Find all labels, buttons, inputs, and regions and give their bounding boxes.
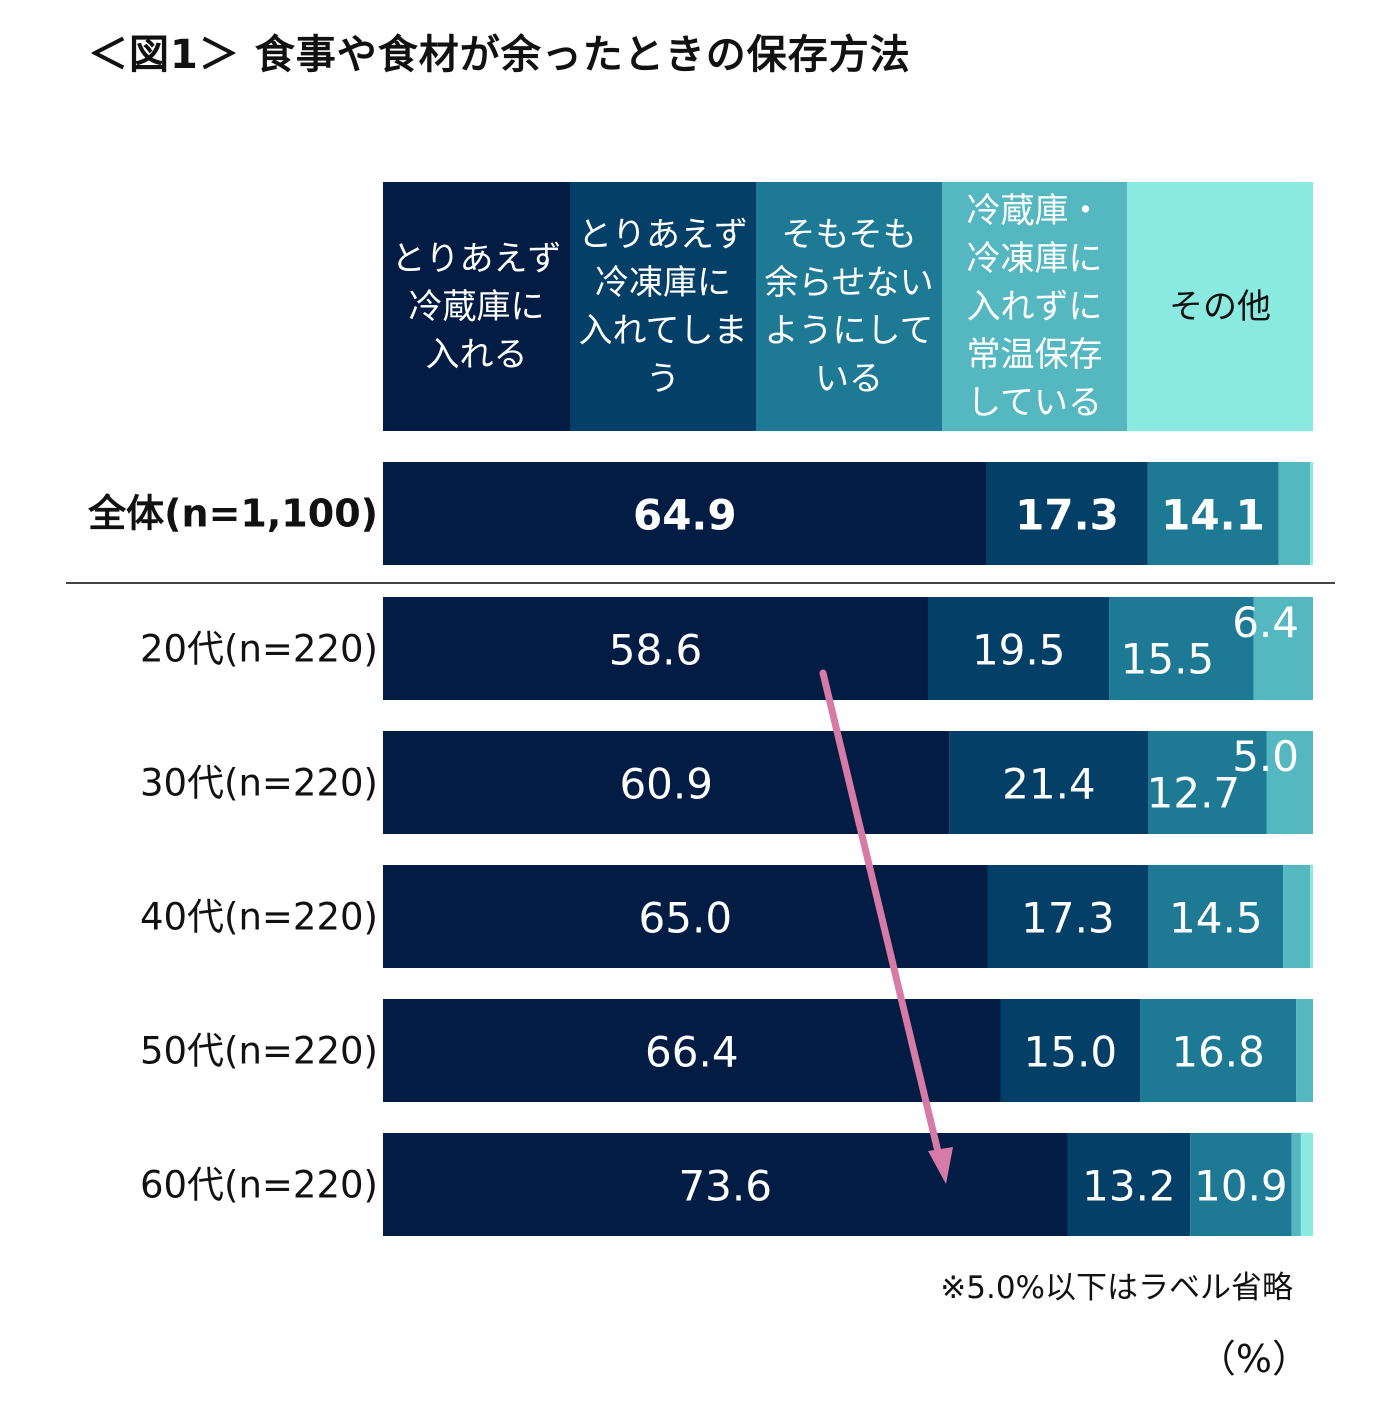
category-label-6: 60代(n=220): [140, 1164, 378, 1207]
bar-segment-4-4: [1283, 865, 1311, 968]
bar-segment-2-3: [1109, 597, 1254, 700]
trend-arrow-shaft: [819, 669, 944, 1164]
bar-segment-4-3: [1148, 865, 1284, 968]
bar-segment-4-2: [987, 865, 1149, 968]
bar-segment-4-5: [1310, 865, 1313, 968]
bar-segment-3-4: [1266, 731, 1313, 834]
bar-segment-6-4: [1291, 1133, 1301, 1236]
category-label-3: 30代(n=220): [140, 762, 378, 805]
legend-item-5: その他: [1127, 182, 1313, 431]
bar-segment-1-4: [1278, 462, 1311, 565]
data-label-1-3: 14.1: [1161, 491, 1265, 540]
bar-segment-3-3: [1148, 731, 1267, 834]
data-label-2-2: 19.5: [972, 626, 1066, 675]
bar-segment-2-2: [927, 597, 1110, 700]
data-label-2-3: 15.5: [1121, 635, 1215, 684]
bar-segment-5-4: [1296, 999, 1313, 1102]
data-label-5-2: 15.0: [1024, 1028, 1118, 1077]
category-label-1: 全体(n=1,100): [87, 492, 378, 536]
data-label-6-1: 73.6: [678, 1162, 772, 1211]
trend-arrow-head: [928, 1147, 953, 1184]
legend-item-1: とりあえず 冷蔵庫に 入れる: [383, 182, 570, 431]
category-label-2: 20代(n=220): [140, 628, 378, 671]
bar-segment-6-5: [1300, 1133, 1313, 1236]
data-label-2-1: 58.6: [609, 626, 703, 675]
bar-segment-6-3: [1190, 1133, 1292, 1236]
bar-segment-1-5: [1310, 462, 1313, 565]
chart-title: ＜図1＞ 食事や食材が余ったときの保存方法: [88, 32, 911, 78]
data-label-4-1: 65.0: [639, 894, 733, 943]
data-label-2-4: 6.4: [1232, 598, 1299, 647]
bar-segment-5-2: [1000, 999, 1141, 1102]
unit-label: （%）: [1197, 1337, 1310, 1381]
data-label-1-1: 64.9: [633, 491, 737, 540]
legend-item-2: とりあえず 冷凍庫に 入れてしま う: [570, 182, 756, 431]
bar-segment-1-3: [1147, 462, 1279, 565]
data-label-1-2: 17.3: [1015, 491, 1119, 540]
bar-segment-2-1: [383, 597, 928, 700]
data-label-3-4: 5.0: [1232, 732, 1299, 781]
category-label-4: 40代(n=220): [140, 896, 378, 939]
bar-segment-3-2: [949, 731, 1149, 834]
bar-segment-5-1: [383, 999, 1001, 1102]
data-label-6-2: 13.2: [1082, 1162, 1176, 1211]
data-label-4-2: 17.3: [1021, 894, 1115, 943]
category-label-5: 50代(n=220): [140, 1030, 378, 1073]
legend-item-3: そもそも 余らせない ようにして いる: [756, 182, 942, 431]
data-label-4-3: 14.5: [1169, 894, 1263, 943]
bar-segment-6-2: [1067, 1133, 1191, 1236]
data-label-6-3: 10.9: [1194, 1162, 1288, 1211]
data-label-5-1: 66.4: [645, 1028, 739, 1077]
legend-item-4: 冷蔵庫・ 冷凍庫に 入れずに 常温保存 している: [942, 182, 1127, 431]
bar-segment-5-3: [1140, 999, 1297, 1102]
label-omission-note: ※5.0%以下はラベル省略: [940, 1270, 1293, 1306]
bar-segment-1-2: [986, 462, 1148, 565]
data-label-3-1: 60.9: [619, 760, 713, 809]
bar-segment-6-1: [383, 1133, 1068, 1236]
data-label-5-3: 16.8: [1171, 1028, 1265, 1077]
data-label-3-3: 12.7: [1147, 769, 1241, 818]
legend: とりあえず 冷蔵庫に 入れる とりあえず 冷凍庫に 入れてしま うそもそも 余らせ…: [383, 182, 1313, 431]
bar-segment-1-1: [383, 462, 987, 565]
bar-segment-2-4: [1253, 597, 1313, 700]
data-label-3-2: 21.4: [1002, 760, 1096, 809]
